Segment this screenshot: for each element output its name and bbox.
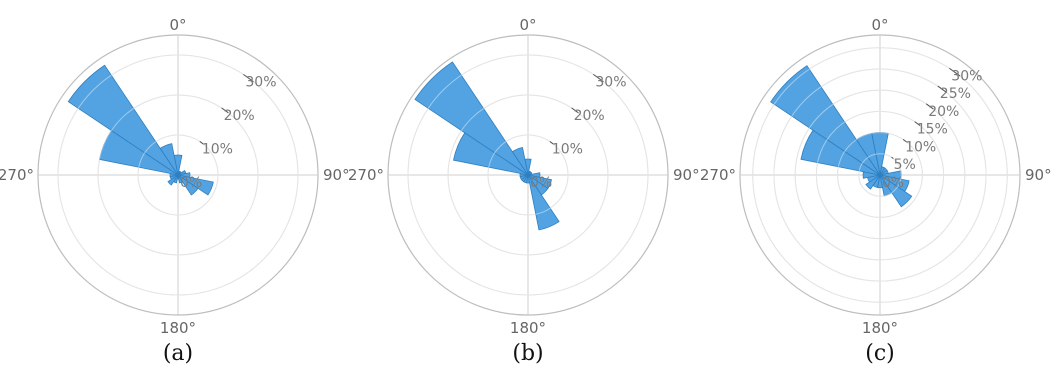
- radial-grid-overlay: [447, 94, 609, 256]
- angle-label-90: 90°: [323, 166, 350, 184]
- radial-tick-mark: [549, 141, 554, 145]
- radial-tick-label: 30%: [951, 68, 982, 84]
- wind-rose-bar: [67, 64, 179, 176]
- wind-rose-bar: [414, 61, 529, 176]
- angle-label-0: 0°: [169, 16, 186, 34]
- polar-chart-c: 0% 5% 10%15% 20% 25% 30% 0° 90° 180° 270° (c): [700, 16, 1052, 366]
- radial-tick-mark: [891, 156, 894, 159]
- radial-tick-label: 0%: [530, 175, 552, 191]
- radial-tick-label: 5%: [894, 157, 916, 173]
- radial-tick-mark: [221, 107, 229, 114]
- radial-tick-mark: [593, 73, 604, 83]
- wind-rose-bar: [770, 65, 881, 176]
- radial-grid-overlay: [837, 132, 923, 218]
- radial-tick-label: 30%: [245, 74, 276, 90]
- wind-rose-bar: [865, 174, 881, 190]
- radial-tick-mark: [902, 139, 907, 143]
- radial-tick-label: 25%: [940, 86, 971, 102]
- wind-rose-bar: [177, 174, 199, 196]
- panel-caption: (a): [163, 341, 193, 366]
- radial-grid-overlay: [794, 89, 966, 261]
- radial-grid-overlay: [752, 47, 1008, 303]
- radial-tick-label: 10%: [552, 142, 583, 158]
- angle-label-0: 0°: [519, 16, 536, 34]
- angle-label-270: 270°: [348, 166, 384, 184]
- radial-tick-label: 15%: [917, 122, 948, 138]
- radial-tick-mark: [571, 107, 579, 114]
- radial-tick-label: 20%: [224, 108, 255, 124]
- radial-tick-label: 20%: [574, 108, 605, 124]
- angle-label-180: 180°: [510, 319, 546, 337]
- radial-tick-mark: [925, 103, 934, 110]
- wind-rose-bar: [177, 174, 183, 184]
- wind-rose-bar: [177, 174, 214, 196]
- wind-rose-bar: [527, 174, 560, 231]
- polar-chart-b: 0% 10% 20% 30% 0° 90° 180° 270° (b): [348, 16, 700, 366]
- angle-label-270: 270°: [700, 166, 736, 184]
- radial-grid-overlay: [858, 153, 902, 197]
- radial-tick-mark: [937, 85, 948, 93]
- radial-grid-overlay: [773, 68, 987, 282]
- radial-grid-overlay: [815, 110, 945, 240]
- wind-rose-bar: [879, 174, 913, 208]
- radial-grid-overlay: [487, 134, 569, 216]
- radial-grid-overlay: [97, 94, 259, 256]
- angle-label-0: 0°: [871, 16, 888, 34]
- wind-rose-bar: [855, 132, 881, 176]
- radial-tick-mark: [914, 121, 921, 126]
- wind-rose-bar: [879, 174, 893, 197]
- wind-rose-bar: [167, 174, 179, 186]
- radial-tick-label: 10%: [202, 142, 233, 158]
- radial-grid-overlay: [407, 54, 649, 296]
- angle-label-180: 180°: [862, 319, 898, 337]
- angle-label-90: 90°: [673, 166, 700, 184]
- radial-tick-label: 0%: [882, 175, 904, 191]
- angle-label-270: 270°: [0, 166, 34, 184]
- radial-tick-label: 30%: [595, 74, 626, 90]
- radial-tick-label: 0%: [180, 175, 202, 191]
- radial-tick-label: 20%: [928, 104, 959, 120]
- radial-grid-overlay: [137, 134, 219, 216]
- angle-label-180: 180°: [160, 319, 196, 337]
- polar-chart-a: 0% 10% 20% 30% 0° 90° 180° 270° (a): [0, 16, 350, 366]
- panel-caption: (b): [512, 341, 543, 366]
- radial-tick-label: 10%: [905, 139, 936, 155]
- radial-grid-overlay: [57, 54, 299, 296]
- radial-tick-mark: [243, 73, 254, 83]
- wind-rose-bar: [511, 147, 529, 176]
- wind-rose-bar: [159, 143, 179, 176]
- angle-label-90: 90°: [1025, 166, 1052, 184]
- radial-tick-mark: [199, 141, 204, 145]
- panel-caption: (c): [865, 341, 895, 366]
- radial-tick-mark: [949, 67, 961, 77]
